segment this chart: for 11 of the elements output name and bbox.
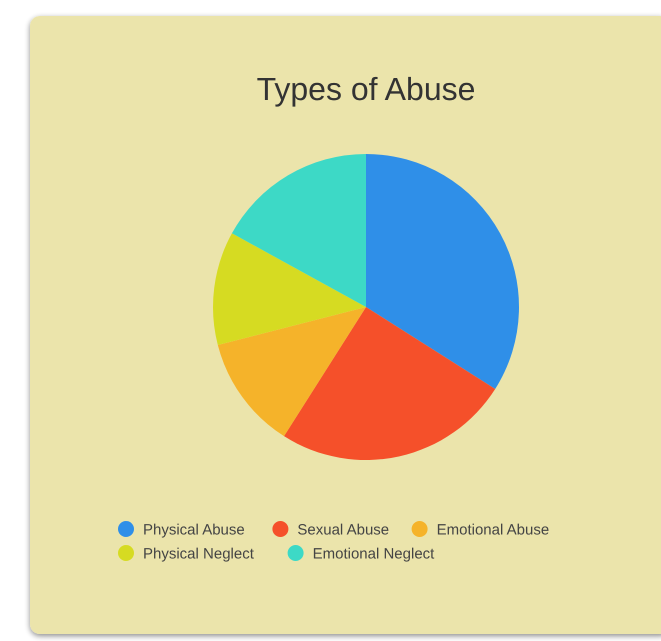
pie-slice — [218, 307, 366, 436]
pie-slice — [232, 154, 366, 307]
pie-slice — [284, 307, 496, 460]
legend-label: Physical Abuse — [143, 521, 245, 538]
legend-label: Sexual Abuse — [297, 521, 390, 538]
pie-slice — [213, 233, 366, 346]
legend-label: Emotional Neglect — [312, 545, 436, 562]
legend-label: Physical Neglect — [143, 545, 255, 562]
chart-title: Types of Abuse — [256, 71, 476, 107]
legend-label: Emotional Abuse — [436, 521, 550, 538]
pie-slice — [366, 154, 519, 389]
